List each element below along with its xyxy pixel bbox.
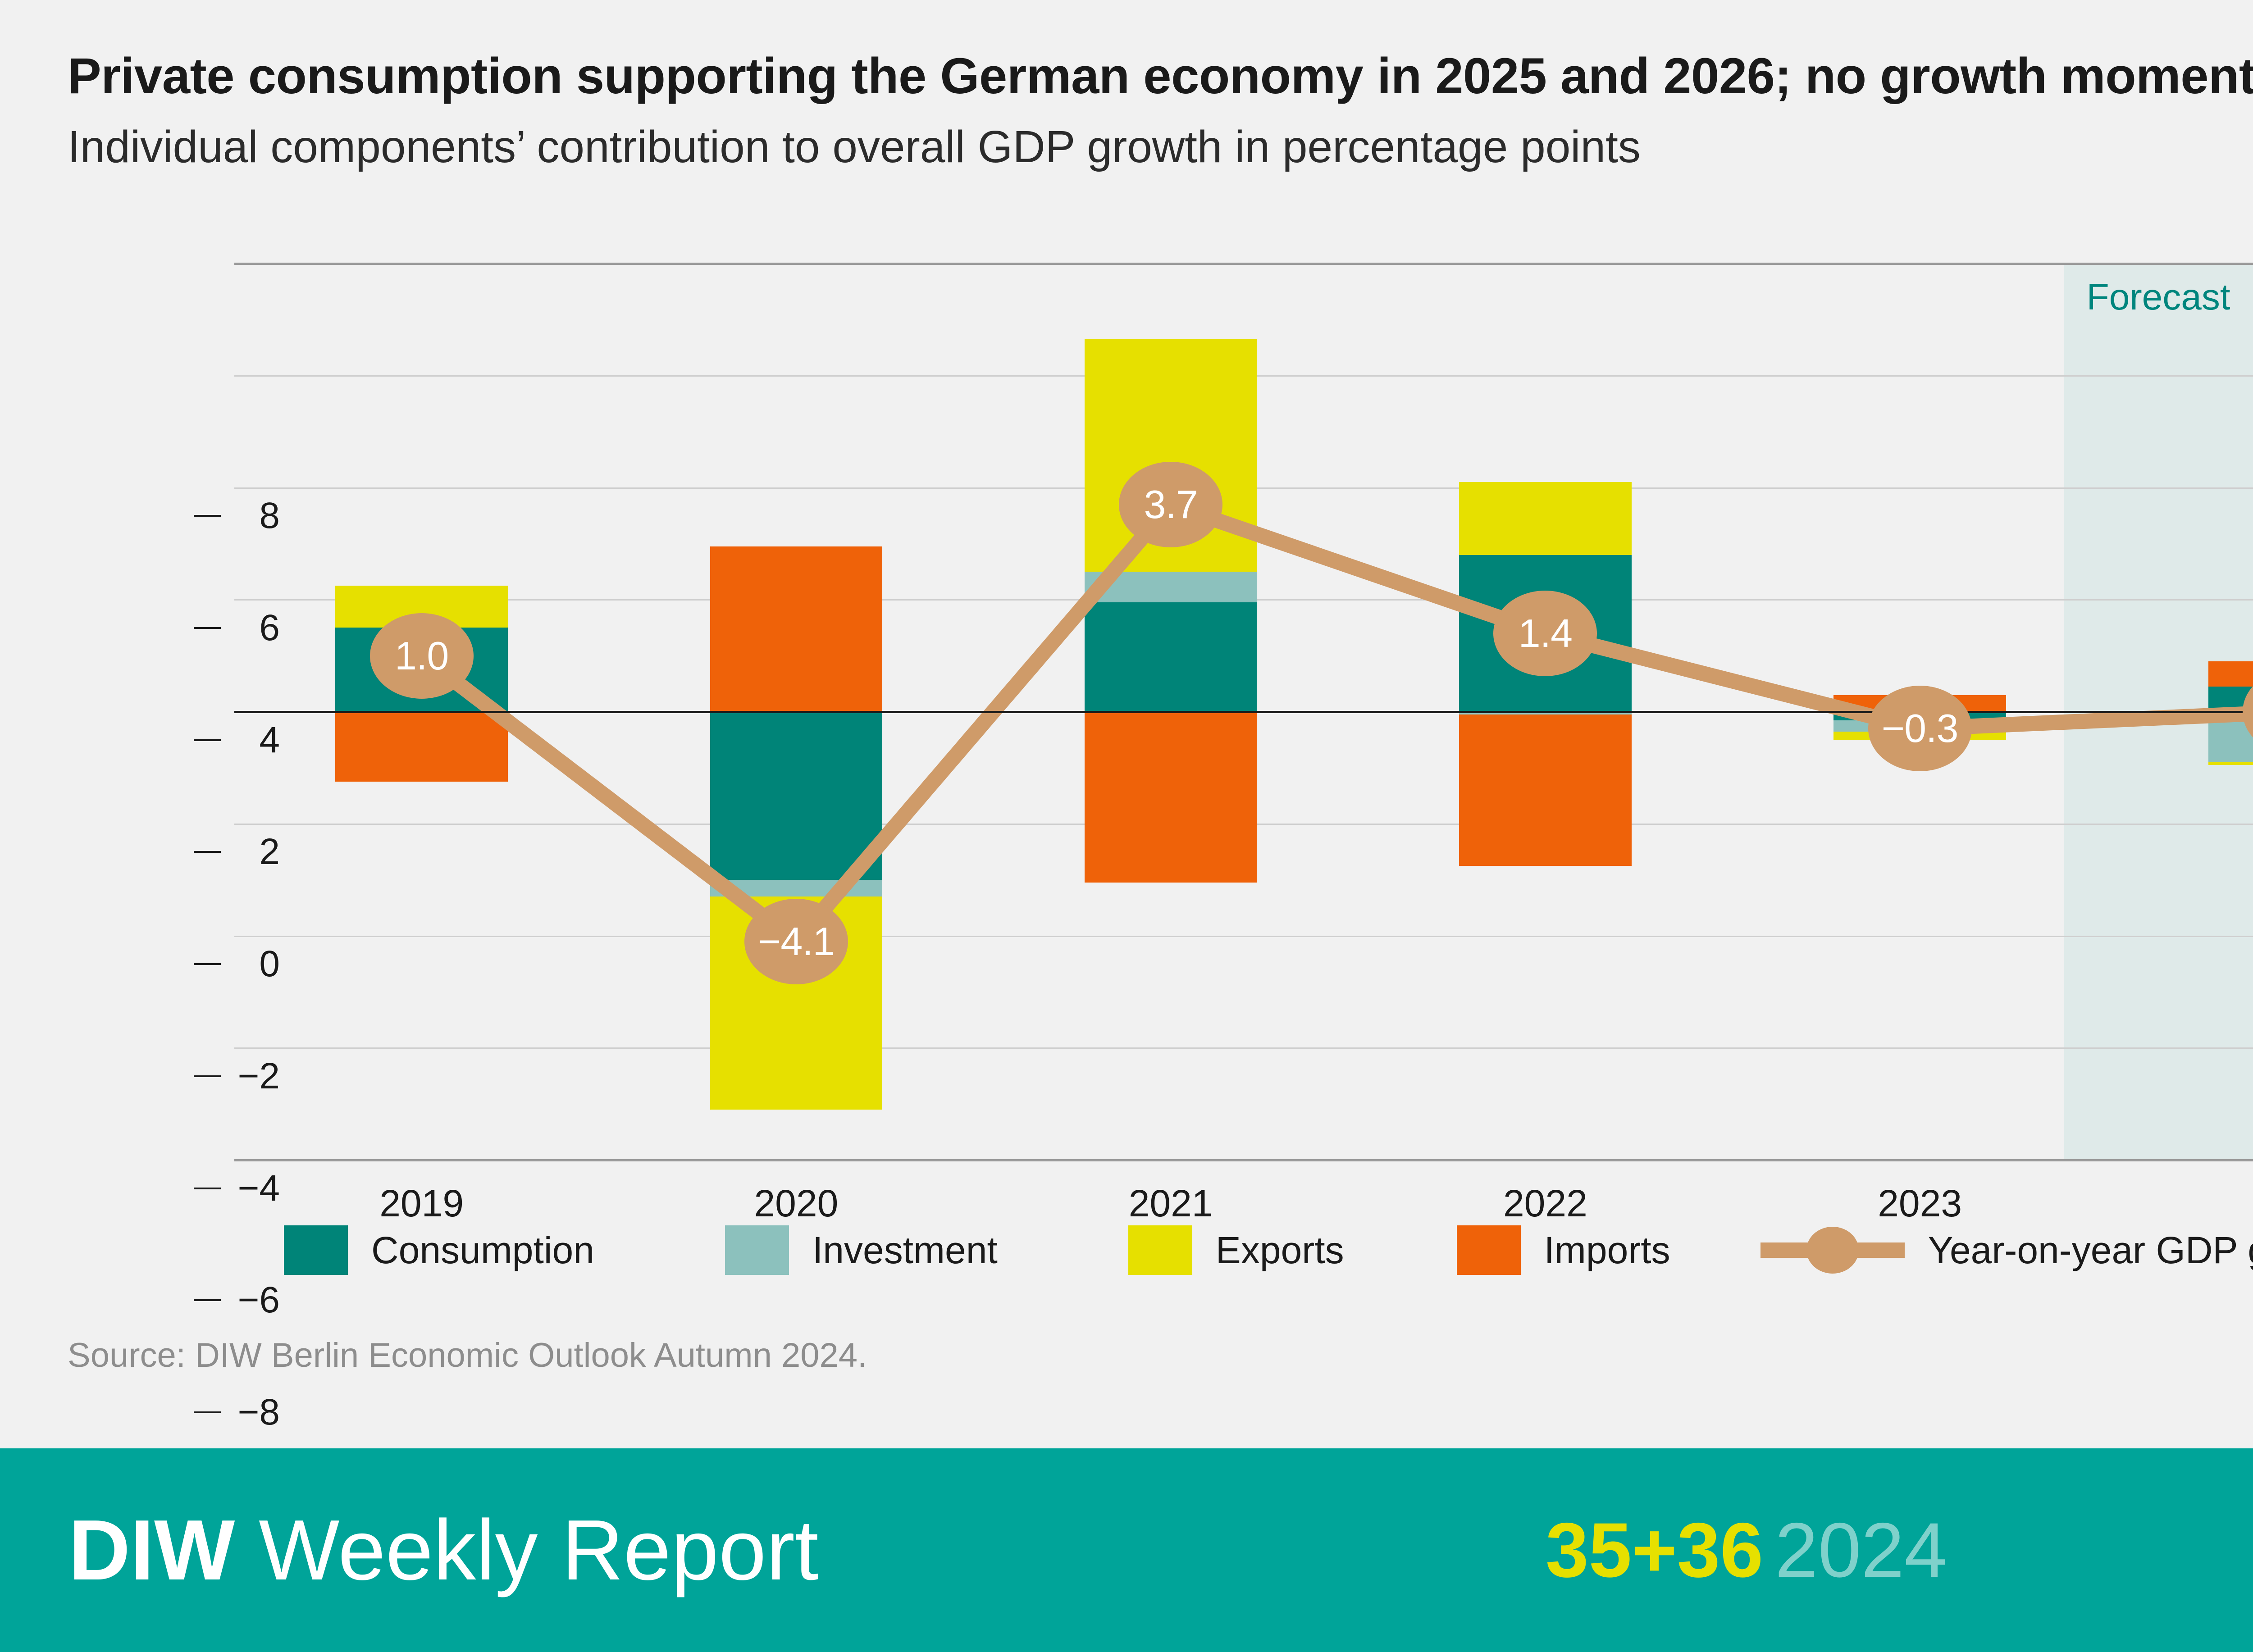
axis-boundary-line xyxy=(234,1159,2253,1161)
y-axis-tick-label: −4 xyxy=(237,1167,280,1209)
y-axis-tick-label: 0 xyxy=(259,943,280,984)
y-axis-tick-label: 2 xyxy=(259,831,280,873)
chart-legend: Consumption Investment Exports Imports Y… xyxy=(284,1225,2253,1275)
legend-swatch-icon xyxy=(1128,1225,1192,1275)
legend-item-gdp-growth: Year-on-year GDP growth in percent xyxy=(1760,1225,2253,1275)
y-axis-tick-label: −6 xyxy=(237,1279,280,1321)
legend-swatch-icon xyxy=(725,1225,789,1275)
x-axis-tick-label: 2019 xyxy=(379,1182,464,1224)
brand-diw: DIW xyxy=(68,1502,235,1598)
zero-axis-line xyxy=(234,711,2253,713)
gdp-value-marker: 1.0 xyxy=(369,613,474,699)
legend-label: Exports xyxy=(1215,1229,1344,1271)
legend-label: Year-on-year GDP growth in percent xyxy=(1928,1229,2253,1271)
legend-label: Consumption xyxy=(371,1229,594,1271)
line-marker-icon xyxy=(1760,1225,1905,1275)
x-axis-tick-label: 2022 xyxy=(1503,1182,1587,1224)
gdp-value-marker: 1.4 xyxy=(1493,590,1597,676)
y-axis-tick-mark xyxy=(194,1411,221,1413)
y-axis-tick-label: 4 xyxy=(259,719,280,760)
legend-swatch-icon xyxy=(1456,1225,1521,1275)
bar-segment xyxy=(1459,712,1632,715)
gdp-value-marker: −0.3 xyxy=(1868,686,1972,772)
legend-item-investment: Investment xyxy=(725,1225,998,1275)
issue-identifier: 35+36 2024 xyxy=(1546,1511,1947,1589)
axis-boundary-line xyxy=(234,263,2253,265)
legend-label: Imports xyxy=(1544,1229,1670,1271)
legend-item-imports: Imports xyxy=(1456,1225,1670,1275)
gdp-value-marker: −4.1 xyxy=(744,898,848,984)
y-axis-tick-mark xyxy=(194,851,221,853)
y-axis-tick-label: −2 xyxy=(237,1055,280,1097)
y-axis-tick-mark xyxy=(194,963,221,965)
page-subtitle: Individual components’ contribution to o… xyxy=(68,121,1641,172)
legend-item-exports: Exports xyxy=(1128,1225,1344,1275)
forecast-annotation-label: Forecast xyxy=(2086,277,2230,318)
bar-segment xyxy=(2208,762,2253,765)
x-axis-tick-label: 2020 xyxy=(754,1182,839,1224)
source-note: Source: DIW Berlin Economic Outlook Autu… xyxy=(68,1336,867,1374)
x-axis-tick-label: 2023 xyxy=(1878,1182,1962,1224)
issue-year: 2024 xyxy=(1775,1507,1947,1593)
y-axis-tick-label: 6 xyxy=(259,607,280,648)
gdp-growth-line xyxy=(414,496,2253,949)
bar-segment xyxy=(1459,715,1632,866)
page-title: Private consumption supporting the Germa… xyxy=(68,48,2253,104)
line-dot-icon xyxy=(1806,1227,1859,1274)
bar-segment xyxy=(1084,602,1257,712)
gridline xyxy=(234,935,2253,937)
brand-wordmark: DIW Weekly Report xyxy=(68,1507,819,1593)
x-axis-tick-label: 2024 xyxy=(2252,1182,2253,1225)
y-axis-tick-mark xyxy=(194,739,221,741)
y-axis-tick-label: −8 xyxy=(237,1392,280,1433)
y-axis-tick-mark xyxy=(194,1075,221,1077)
legend-label: Investment xyxy=(812,1229,998,1271)
brand-weekly-report: Weekly Report xyxy=(259,1502,819,1598)
y-axis-tick-mark xyxy=(194,627,221,629)
bar-segment xyxy=(1084,712,1257,883)
bar-segment xyxy=(335,712,508,782)
x-axis-tick-label: 2021 xyxy=(1128,1182,1213,1224)
bar-segment xyxy=(710,546,883,712)
y-axis-tick-mark xyxy=(194,1299,221,1302)
gridline xyxy=(234,1047,2253,1049)
legend-item-consumption: Consumption xyxy=(284,1225,594,1275)
footnote-row: Source: DIW Berlin Economic Outlook Autu… xyxy=(68,1336,2253,1375)
gdp-value-marker: 3.7 xyxy=(1119,461,1223,547)
y-axis-tick-mark xyxy=(194,1187,221,1189)
legend-swatch-icon xyxy=(284,1225,348,1275)
y-axis-tick-mark xyxy=(194,515,221,517)
bar-segment xyxy=(710,712,883,880)
issue-number: 35+36 xyxy=(1546,1507,1764,1593)
y-axis-tick-label: 8 xyxy=(259,495,280,536)
bar-segment xyxy=(2208,661,2253,687)
bar-segment xyxy=(1459,482,1632,555)
chart-header: Private consumption supporting the Germa… xyxy=(68,50,2253,171)
